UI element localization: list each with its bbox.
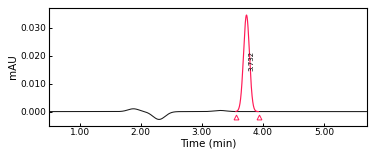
Text: 3.732: 3.732: [248, 51, 254, 71]
X-axis label: Time (min): Time (min): [180, 139, 236, 149]
Y-axis label: mAU: mAU: [8, 54, 18, 79]
